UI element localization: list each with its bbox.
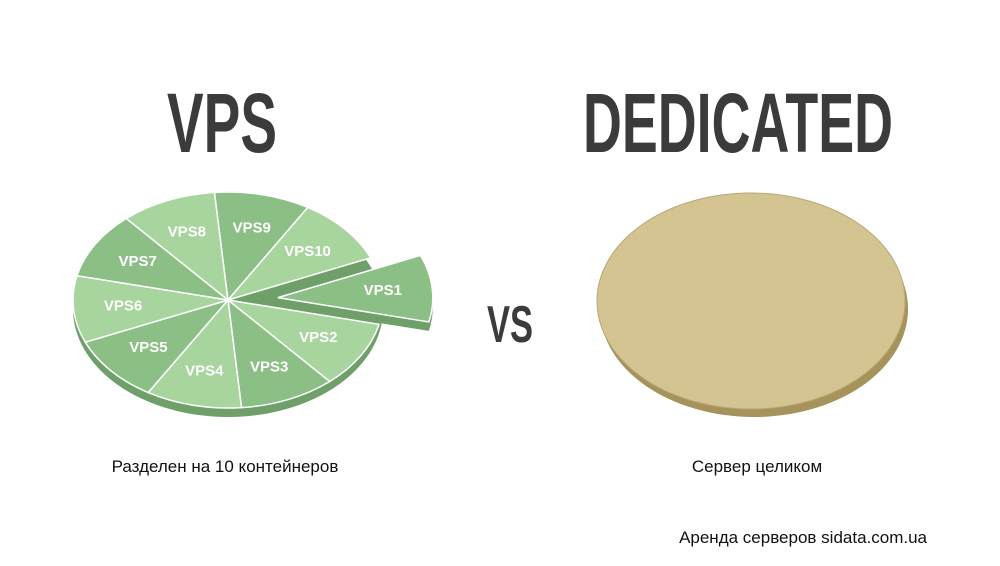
pie-slice — [72, 274, 229, 344]
pie-slice — [225, 206, 372, 302]
slice-label: VPS8 — [168, 223, 206, 240]
footer: Аренда серверов sidata.com.ua — [679, 528, 927, 547]
dedicated-caption: Сервер целиком — [692, 457, 822, 476]
pie-slice — [75, 217, 231, 302]
slice-label: VPS9 — [233, 219, 271, 236]
vps-pie: VPS1 VPS2 VPS3 VPS4 VPS5 VPS6 VPS7 VPS8 VPS9 VPS1… — [72, 191, 434, 417]
slice-label: VPS2 — [299, 329, 337, 346]
dedicated-title: DEDICATED — [583, 76, 893, 170]
slice-label: VPS10 — [284, 243, 331, 260]
pie-slice — [125, 191, 229, 302]
pie-slice — [225, 298, 381, 383]
vs-label: VS — [487, 296, 533, 354]
slice-label: VPS1 — [364, 282, 402, 299]
pie-slice — [227, 298, 331, 409]
pie-slice — [277, 254, 434, 323]
pie-slice — [146, 298, 243, 409]
slice-label: VPS7 — [118, 253, 156, 270]
slice-label: VPS6 — [104, 297, 142, 314]
dedicated-disk — [596, 192, 906, 410]
slice-label: VPS5 — [129, 339, 167, 356]
slice-label: VPS3 — [250, 359, 288, 376]
pie-slice — [213, 191, 310, 302]
vps-caption: Разделен на 10 контейнеров — [112, 457, 339, 476]
pie-slice — [84, 298, 231, 394]
vps-title: VPS — [167, 76, 277, 170]
slice-label: VPS4 — [185, 363, 224, 380]
